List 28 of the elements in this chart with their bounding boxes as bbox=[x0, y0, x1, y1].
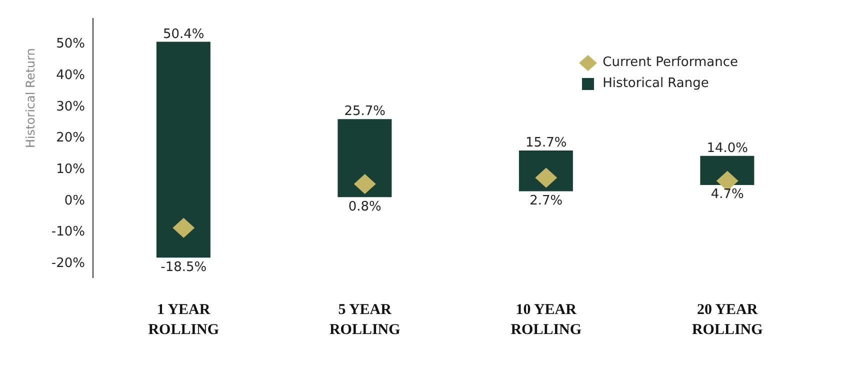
annotation: 0.8% bbox=[348, 199, 382, 214]
point bbox=[172, 218, 195, 238]
y-tick-label: 40% bbox=[56, 68, 85, 83]
x-tick-label: 20 YEAR ROLLING bbox=[692, 302, 764, 338]
bar bbox=[156, 42, 210, 258]
bar bbox=[338, 119, 392, 198]
y-tick-label: 30% bbox=[56, 99, 85, 114]
x-tick-label: 1 YEAR ROLLING bbox=[148, 302, 220, 338]
y-tick-label: 10% bbox=[56, 162, 85, 177]
legend-label: Current Performance bbox=[602, 55, 738, 70]
y-tick-label: 20% bbox=[56, 130, 85, 146]
annotation: 15.7% bbox=[525, 136, 567, 151]
y-tick-label: -20% bbox=[51, 256, 85, 271]
x-tick-label: 5 YEAR ROLLING bbox=[329, 302, 401, 338]
x-tick-label: 10 YEAR ROLLING bbox=[510, 302, 582, 338]
annotation: 4.7% bbox=[710, 187, 744, 202]
y-tick-label: 50% bbox=[56, 36, 85, 52]
bar bbox=[518, 150, 573, 192]
point bbox=[354, 174, 376, 194]
legend-label: Historical Range bbox=[602, 76, 709, 91]
annotation: 2.7% bbox=[530, 193, 563, 208]
annotation: 14.0% bbox=[706, 140, 748, 156]
y-tick-label: -10% bbox=[51, 224, 85, 240]
y-tick-label: 0% bbox=[64, 193, 85, 208]
annotation: 50.4% bbox=[162, 26, 204, 42]
annotation: -18.5% bbox=[160, 260, 207, 275]
annotation: 25.7% bbox=[344, 104, 386, 120]
y-axis-title: Historical Return bbox=[23, 48, 38, 148]
